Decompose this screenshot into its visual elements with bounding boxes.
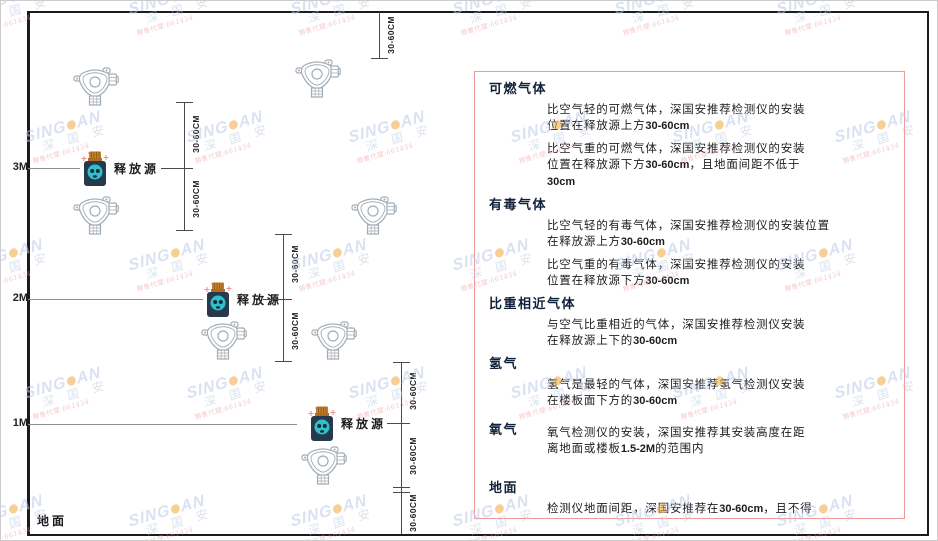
dimension-connector (387, 423, 401, 424)
guideline-panel: 可燃气体比空气轻的可燃气体，深国安推荐检测仪的安装 位置在释放源上方30-60cm… (474, 71, 905, 519)
release-source-label: 释放源 (341, 417, 387, 431)
dimension-line (184, 102, 185, 230)
dimension-tick (393, 423, 410, 424)
dimension-line (401, 362, 402, 534)
dimension-label: 30-60CM (191, 180, 201, 218)
ground-label: 地面 (37, 514, 68, 528)
paragraph-line: 位置在释放源上方30-60cm (547, 118, 690, 132)
right-wall-line (927, 11, 929, 536)
dimension-tick (176, 102, 193, 103)
paragraph-line: 比空气重的有毒气体，深国安推荐检测仪的安装 (547, 257, 806, 271)
dimension-tick (393, 362, 410, 363)
panel-section: 氢气氢气是最轻的气体，深国安推荐氢气检测仪安装 在楼板面下方的30-60cm (489, 357, 890, 409)
panel-section: 比重相近气体与空气比重相近的气体，深国安推荐检测仪安装 在释放源上下的30-60c… (489, 297, 890, 349)
paragraph-line: 在释放源上方30-60cm (547, 234, 665, 248)
dimension-tick (176, 168, 193, 169)
gas-detector-icon (73, 194, 119, 236)
section-paragraph: 氢气是最轻的气体，深国安推荐氢气检测仪安装 在楼板面下方的30-60cm (547, 376, 890, 409)
dimension-connector (161, 168, 184, 169)
paragraph-line: 比空气重的可燃气体，深国安推荐检测仪的安装 (547, 141, 806, 155)
panel-section: 有毒气体比空气轻的有毒气体，深国安推荐检测仪的安装位置 在释放源上方30-60cm… (489, 198, 890, 289)
ceiling-line (27, 11, 929, 13)
section-heading: 地面 (489, 481, 519, 496)
section-paragraph: 比空气轻的有毒气体，深国安推荐检测仪的安装位置 在释放源上方30-60cm (547, 217, 890, 250)
section-heading: 比重相近气体 (489, 297, 577, 312)
section-paragraph: 比空气重的有毒气体，深国安推荐检测仪的安装 位置在释放源下方30-60cm (547, 256, 890, 289)
section-paragraph: 比空气轻的可燃气体，深国安推荐检测仪的安装 位置在释放源上方30-60cm (547, 101, 890, 134)
dimension-tick (275, 234, 292, 235)
section-paragraph: 比空气重的可燃气体，深国安推荐检测仪的安装 位置在释放源下方30-60cm，且地面… (547, 140, 890, 190)
paragraph-line: 在释放源上下的30-60cm (547, 333, 678, 347)
section-paragraph: 与空气比重相近的气体，深国安推荐检测仪安装 在释放源上下的30-60cm (547, 316, 890, 349)
paragraph-line: 在楼板面下方的30-60cm (547, 393, 678, 407)
gas-detector-icon (201, 319, 247, 361)
paragraph-line: 氢气是最轻的气体，深国安推荐氢气检测仪安装 (547, 377, 806, 391)
section-heading: 有毒气体 (489, 198, 548, 213)
dimension-tick (371, 58, 388, 59)
paragraph-line: 比空气轻的可燃气体，深国安推荐检测仪的安装 (547, 102, 806, 116)
dimension-label: 30-60CM (408, 494, 418, 532)
panel-section: 地面检测仪地面间距，深国安推荐在30-60cm，且不得小于30cm，因为过低容易… (489, 481, 890, 518)
section-body: 氧气检测仪的安装，深国安推荐其安装高度在距 离地面或楼板1.5-2M的范围内 (541, 415, 805, 463)
paragraph-line: 检测仪地面间距，深国安推荐在30-60cm，且不得 (547, 501, 813, 515)
paragraph-line: 位置在释放源下方30-60cm，且地面间距不低于 (547, 157, 801, 171)
height-mark-2m: 2M (12, 292, 28, 304)
dimension-tick (275, 361, 292, 362)
height-level-line (28, 299, 203, 300)
paragraph-line: 比空气轻的有毒气体，深国安推荐检测仪的安装位置 (547, 218, 830, 232)
gas-detector-icon (351, 194, 397, 236)
release-source-icon (80, 150, 110, 188)
dimension-label: 30-60CM (290, 312, 300, 350)
height-level-line (28, 168, 80, 169)
paragraph-line: 氧气检测仪的安装，深国安推荐其安装高度在距 (547, 425, 806, 439)
panel-section: 可燃气体比空气轻的可燃气体，深国安推荐检测仪的安装 位置在释放源上方30-60cm… (489, 82, 890, 190)
release-source-icon (203, 281, 233, 319)
floor-line (27, 534, 929, 536)
gas-detector-icon (295, 57, 341, 99)
dimension-tick (393, 492, 410, 493)
release-source-label: 释放源 (237, 293, 283, 307)
height-level-line (28, 424, 297, 425)
gas-detector-icon (301, 444, 347, 486)
release-source-label: 释放源 (114, 162, 160, 176)
dimension-connector (263, 299, 283, 300)
dimension-label: 30-60CM (408, 437, 418, 475)
height-mark-1m: 1M (12, 417, 28, 429)
height-mark-3m: 3M (12, 161, 28, 173)
section-paragraph: 氧气检测仪的安装，深国安推荐其安装高度在距 离地面或楼板1.5-2M的范围内 (547, 424, 805, 457)
paragraph-line: 与空气比重相近的气体，深国安推荐检测仪安装 (547, 317, 806, 331)
left-wall-line (27, 11, 30, 536)
dimension-tick (176, 230, 193, 231)
dimension-tick (393, 487, 410, 488)
paragraph-line: 30cm (547, 176, 576, 188)
dimension-label: 30-60CM (408, 372, 418, 410)
dimension-label: 30-60CM (386, 16, 396, 54)
dimension-line (283, 234, 284, 361)
dimension-tick (275, 299, 292, 300)
paragraph-line: 离地面或楼板1.5-2M的范围内 (547, 441, 705, 455)
paragraph-line: 位置在释放源下方30-60cm (547, 273, 690, 287)
gas-detector-icon (73, 65, 119, 107)
section-heading: 氢气 (489, 357, 519, 372)
section-heading: 可燃气体 (489, 82, 548, 97)
panel-section: 氧气 氧气检测仪的安装，深国安推荐其安装高度在距 离地面或楼板1.5-2M的范围内 (489, 415, 890, 463)
section-heading: 氧气 (489, 423, 519, 438)
section-paragraph: 检测仪地面间距，深国安推荐在30-60cm，且不得小于30cm，因为过低容易水溅… (547, 500, 890, 518)
release-source-icon (307, 405, 337, 443)
dimension-label: 30-60CM (290, 245, 300, 283)
dimension-label: 30-60CM (191, 115, 201, 153)
gas-detector-icon (311, 319, 357, 361)
dimension-line (379, 12, 380, 58)
